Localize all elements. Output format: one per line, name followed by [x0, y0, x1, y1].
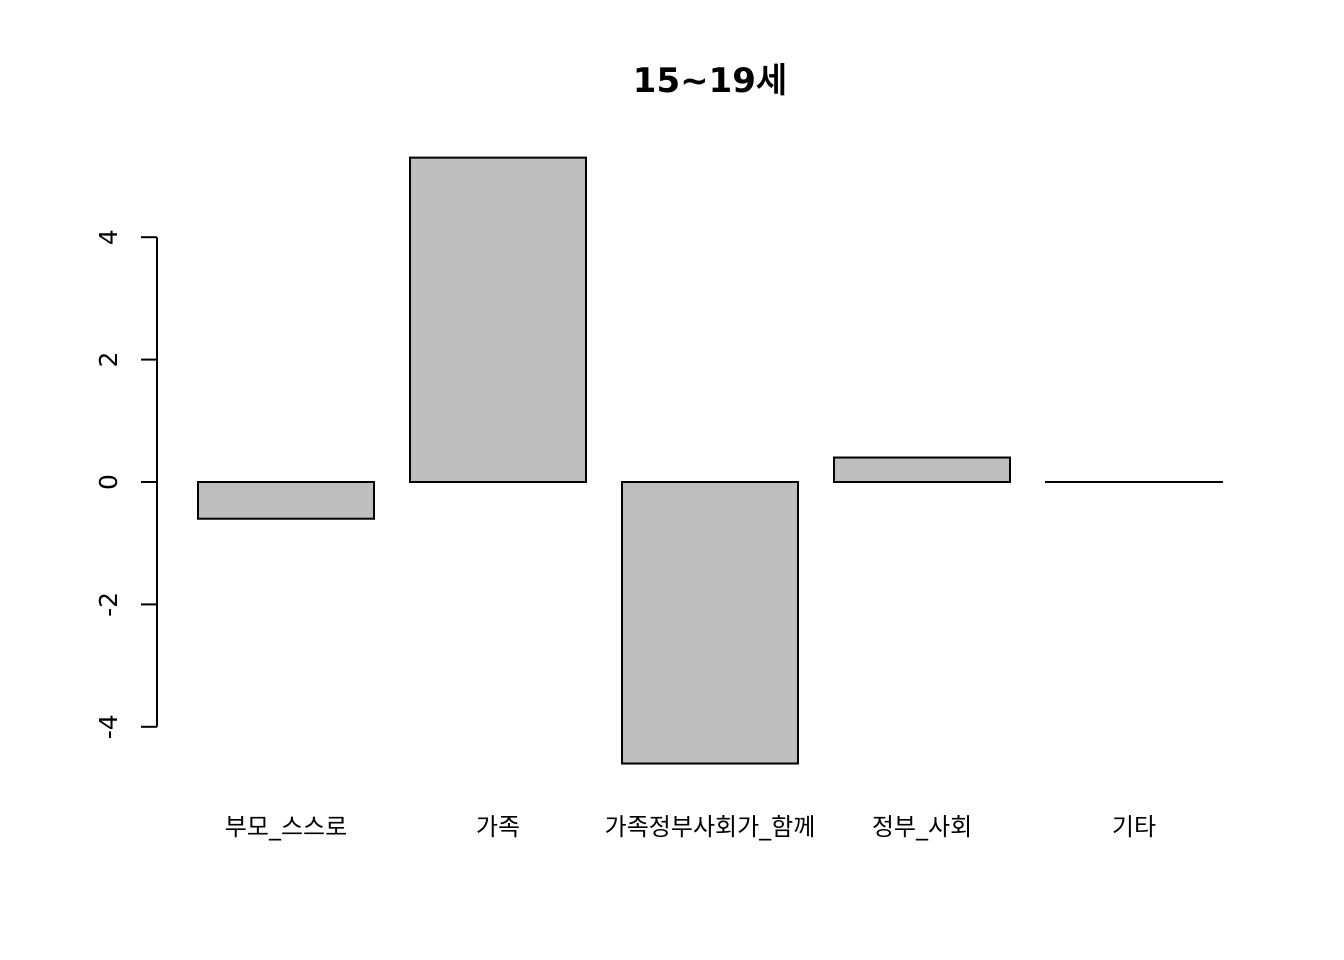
category-label: 정부_사회 — [872, 813, 972, 841]
y-tick-label: -4 — [94, 714, 123, 739]
y-tick-label: 0 — [94, 474, 123, 490]
category-labels: 부모_스스로 가족 가족정부사회가_함께 정부_사회 기타 — [225, 813, 1156, 841]
y-axis: -4 -2 0 2 4 — [94, 229, 158, 739]
bar — [833, 456, 1011, 483]
category-label: 부모_스스로 — [225, 813, 347, 841]
bar — [197, 481, 375, 520]
category-label: 기타 — [1112, 813, 1156, 841]
category-label: 가족정부사회가_함께 — [605, 813, 816, 841]
bars-group — [197, 156, 1223, 765]
y-tick-label: 2 — [94, 352, 123, 368]
chart-title: 15~19세 — [633, 61, 787, 101]
bar — [621, 481, 799, 765]
y-tick-label: 4 — [94, 229, 123, 245]
category-label: 가족 — [476, 813, 520, 841]
bar — [409, 156, 587, 483]
y-tick-label: -2 — [94, 592, 123, 617]
